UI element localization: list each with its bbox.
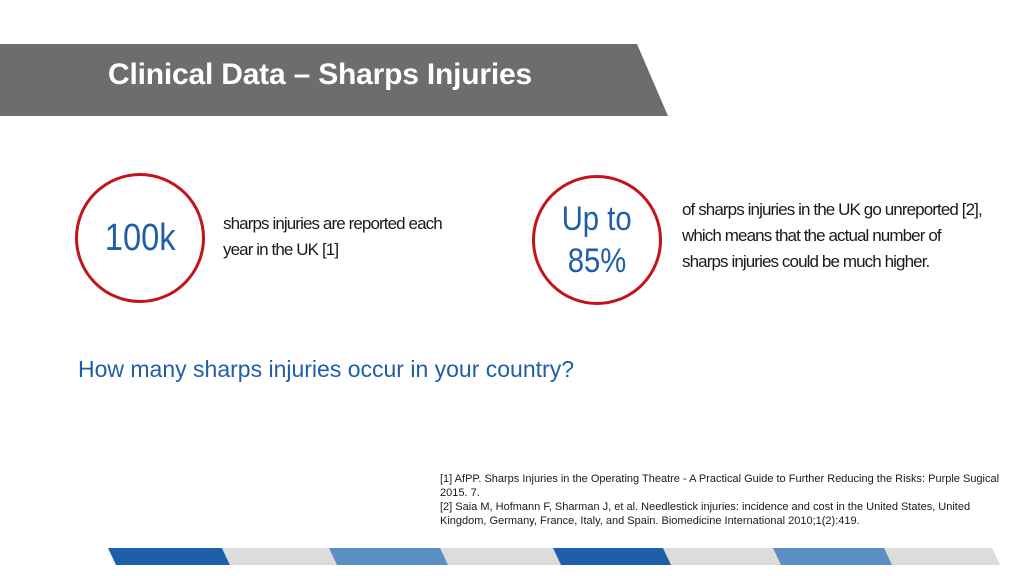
footer-segment [884, 548, 1000, 565]
stat-value-line2: 85% [567, 242, 627, 280]
stat-circle-85-percent: Up to 85% [532, 175, 662, 305]
footer-segment [108, 548, 230, 565]
stat-value: 100k [104, 216, 176, 259]
references: [1] AfPP. Sharps Injuries in the Operati… [440, 472, 1000, 528]
reference-item: [2] Saia M, Hofmann F, Sharman J, et al.… [440, 501, 971, 527]
title-banner [0, 44, 668, 116]
stat-circle-100k: 100k [75, 173, 205, 303]
question-text: How many sharps injuries occur in your c… [78, 356, 574, 382]
footer-segment [553, 548, 675, 565]
stat-description: of sharps injuries in the UK go unreport… [682, 200, 983, 271]
footer-decorative-bar [0, 548, 1024, 566]
stat-value-line1: Up to [562, 200, 632, 238]
footer-segment [222, 548, 344, 565]
footer-segment [440, 548, 562, 565]
stat-description: sharps injuries are reported each year i… [223, 214, 443, 259]
footer-segment [773, 548, 895, 565]
slide-title: Clinical Data – Sharps Injuries [108, 58, 532, 91]
reference-item: [1] AfPP. Sharps Injuries in the Operati… [440, 473, 1000, 499]
footer-segment [329, 548, 451, 565]
footer-segment [663, 548, 785, 565]
